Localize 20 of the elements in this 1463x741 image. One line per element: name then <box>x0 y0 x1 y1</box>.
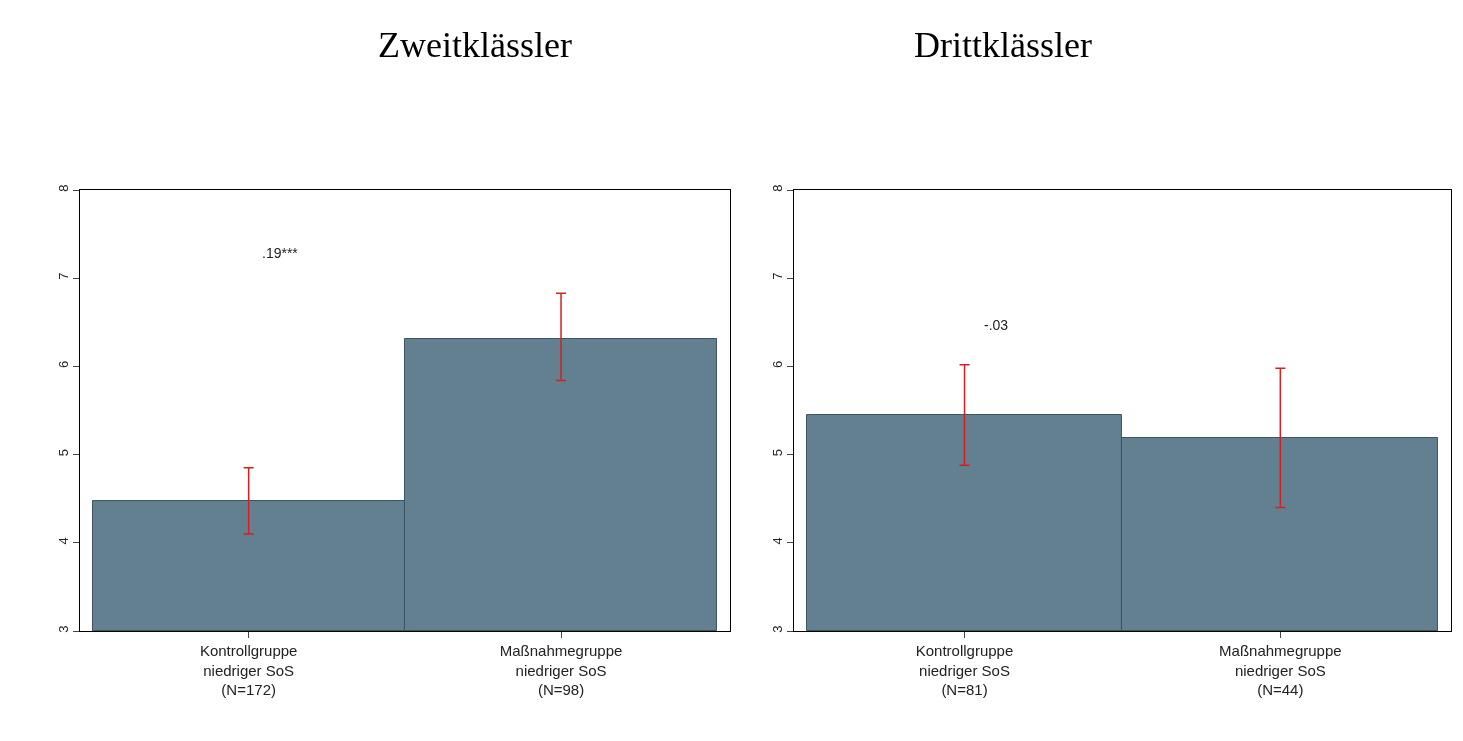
chart-title: Zweitklässler <box>378 25 572 65</box>
x-tick-label: Kontrollgruppe niedriger SoS (N=81) <box>915 642 1014 698</box>
y-tick-label: 8 <box>769 184 785 192</box>
x-tick-label: Maßnahmegruppe niedriger SoS (N=98) <box>499 642 623 698</box>
y-tick-label: 3 <box>55 625 71 633</box>
y-tick-label: 5 <box>769 449 785 457</box>
y-tick-label: 6 <box>55 360 71 369</box>
y-tick-label: 7 <box>769 272 785 280</box>
y-tick-label: 8 <box>55 184 71 192</box>
x-tick-label: Maßnahmegruppe niedriger SoS (N=44) <box>1219 642 1342 698</box>
y-tick-label: 4 <box>769 537 785 545</box>
y-tick-label: 7 <box>55 272 71 280</box>
y-tick-label: 4 <box>55 537 71 545</box>
chart-title: Drittklässler <box>914 25 1092 65</box>
y-tick-label: 6 <box>769 360 785 369</box>
annotation: -.03 <box>984 317 1009 333</box>
y-tick-label: 5 <box>55 449 71 457</box>
y-tick-label: 3 <box>769 625 785 633</box>
x-tick-label: Kontrollgruppe niedriger SoS (N=172) <box>199 642 298 698</box>
annotation: .19*** <box>262 245 299 261</box>
